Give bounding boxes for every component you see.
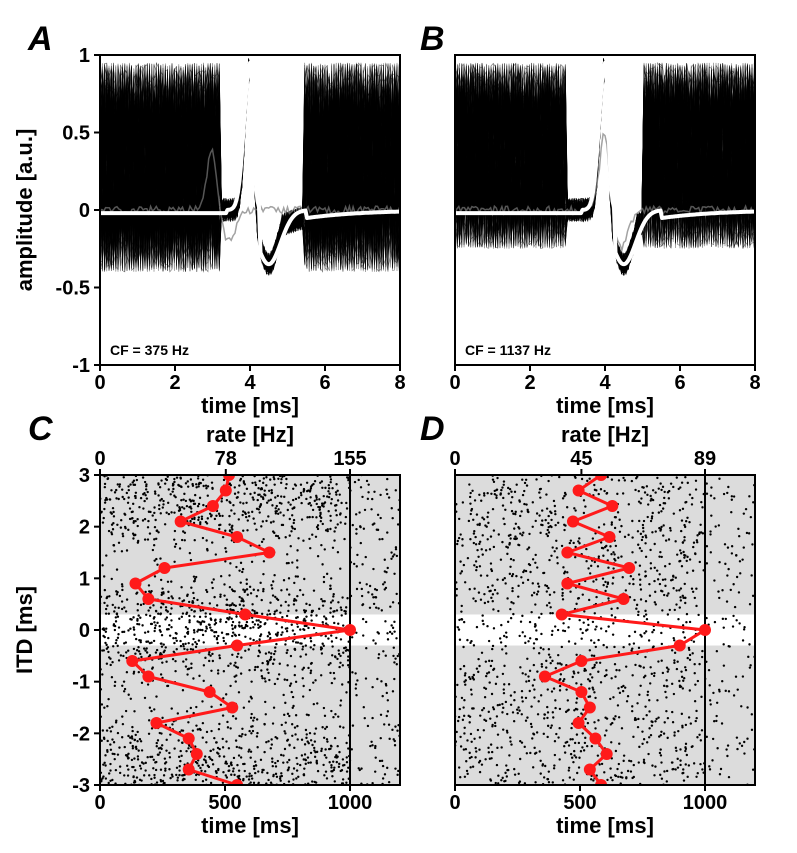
D-xlabel: time [ms] <box>556 813 654 838</box>
svg-text:6: 6 <box>319 372 330 394</box>
D-tuning-marker <box>584 702 596 714</box>
C-tuning-marker <box>344 624 356 636</box>
ylabel-amplitude: amplitude [a.u.] <box>12 129 37 292</box>
D-tuning-marker <box>606 500 618 512</box>
panel-B: 0 2 4 6 8 CF = 1137 Hz time [ms] <box>449 55 760 418</box>
panel-C: 0 500 1000 0 78 155 rate [Hz] -3 -2 -1 0 1 2 3 time [m… <box>72 422 401 838</box>
C-tuning-marker <box>159 562 171 574</box>
svg-text:89: 89 <box>694 448 716 470</box>
D-tuning-marker <box>567 516 579 528</box>
svg-text:0.5: 0.5 <box>62 123 90 145</box>
svg-text:0: 0 <box>449 792 460 814</box>
svg-text:2: 2 <box>79 517 90 539</box>
D-tuning-marker <box>601 748 613 760</box>
C-tuning-marker <box>183 764 195 776</box>
svg-text:2: 2 <box>169 372 180 394</box>
label-B: B <box>420 20 445 58</box>
svg-text:-0.5: -0.5 <box>56 278 90 300</box>
D-tuning-marker <box>618 593 630 605</box>
svg-text:-3: -3 <box>72 775 90 797</box>
D-tuning-marker <box>699 624 711 636</box>
C-tuning-marker <box>231 640 243 652</box>
D-tuning-marker <box>575 655 587 667</box>
svg-text:500: 500 <box>208 792 241 814</box>
C-tuning-marker <box>183 733 195 745</box>
C-tuning-marker <box>142 593 154 605</box>
svg-text:0: 0 <box>94 372 105 394</box>
C-tuning-marker <box>204 686 216 698</box>
D-tuning-marker <box>584 764 596 776</box>
svg-text:155: 155 <box>333 448 366 470</box>
svg-text:45: 45 <box>570 448 592 470</box>
label-D: D <box>420 410 445 448</box>
svg-text:8: 8 <box>749 372 760 394</box>
svg-text:4: 4 <box>599 372 611 394</box>
svg-text:0: 0 <box>79 620 90 642</box>
C-rate-label: rate [Hz] <box>206 422 294 447</box>
ylabel-itd: ITD [ms] <box>12 586 37 674</box>
svg-text:500: 500 <box>563 792 596 814</box>
svg-text:0: 0 <box>449 372 460 394</box>
C-tuning-marker <box>175 516 187 528</box>
svg-text:0: 0 <box>79 200 90 222</box>
C-tuning-marker <box>226 702 238 714</box>
D-tuning-marker <box>561 547 573 559</box>
D-tuning-marker <box>589 733 601 745</box>
panel-A: 0 2 4 6 8 -1 -0.5 0 0.5 1 CF = 375 Hz time [ms] <box>56 45 406 418</box>
C-tuning-marker <box>263 547 275 559</box>
B-traces <box>455 58 757 276</box>
C-tuning-marker <box>191 748 203 760</box>
A-cf-label: CF = 375 Hz <box>110 342 189 358</box>
label-A: A <box>27 20 53 58</box>
svg-text:-1: -1 <box>72 672 90 694</box>
svg-text:1000: 1000 <box>328 792 373 814</box>
svg-text:-2: -2 <box>72 723 90 745</box>
C-tuning-marker <box>129 578 141 590</box>
label-C: C <box>28 410 53 448</box>
C-tuning-marker <box>231 531 243 543</box>
svg-text:1000: 1000 <box>683 792 728 814</box>
svg-text:1: 1 <box>79 568 90 590</box>
svg-text:78: 78 <box>215 448 237 470</box>
C-tuning-marker <box>220 485 232 497</box>
B-cf-label: CF = 1137 Hz <box>465 342 551 358</box>
svg-text:-1: -1 <box>72 355 90 377</box>
C-tuning-marker <box>239 609 251 621</box>
C-tuning-marker <box>126 655 138 667</box>
svg-text:1: 1 <box>79 45 90 67</box>
B-xlabel: time [ms] <box>556 393 654 418</box>
svg-text:4: 4 <box>244 372 256 394</box>
svg-text:6: 6 <box>674 372 685 394</box>
C-xlabel: time [ms] <box>201 813 299 838</box>
panel-D: 0 500 1000 0 45 89 rate [Hz] time [ms] <box>449 422 755 838</box>
A-traces <box>100 58 402 276</box>
D-tuning-marker <box>573 717 585 729</box>
D-tuning-marker <box>575 686 587 698</box>
D-rate-label: rate [Hz] <box>561 422 649 447</box>
svg-text:2: 2 <box>524 372 535 394</box>
C-tuning-marker <box>142 671 154 683</box>
svg-text:0: 0 <box>94 792 105 814</box>
D-tuning-marker <box>623 562 635 574</box>
svg-text:8: 8 <box>394 372 405 394</box>
A-xlabel: time [ms] <box>201 393 299 418</box>
D-tuning-marker <box>573 485 585 497</box>
svg-text:0: 0 <box>94 448 105 470</box>
svg-text:3: 3 <box>79 465 90 487</box>
D-tuning-marker <box>539 671 551 683</box>
D-tuning-marker <box>556 609 568 621</box>
C-tuning-marker <box>150 717 162 729</box>
D-tuning-marker <box>603 531 615 543</box>
D-tuning-marker <box>561 578 573 590</box>
svg-text:0: 0 <box>449 448 460 470</box>
D-tuning-marker <box>674 640 686 652</box>
C-tuning-marker <box>207 500 219 512</box>
